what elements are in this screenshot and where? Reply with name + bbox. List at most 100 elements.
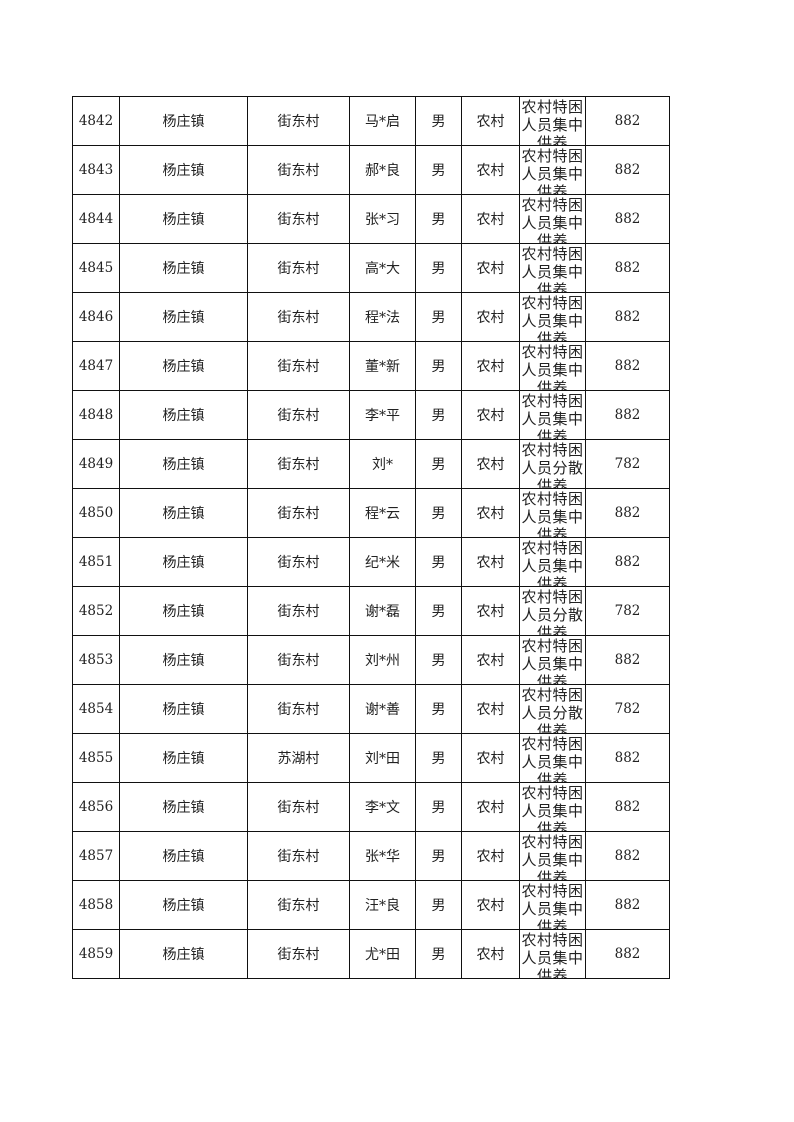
gender-cell: 男 xyxy=(415,831,462,881)
town-cell: 杨庄镇 xyxy=(119,96,248,146)
amount-cell: 882 xyxy=(585,880,670,930)
amount-cell: 882 xyxy=(585,537,670,587)
id-cell: 4855 xyxy=(72,733,120,783)
id-cell: 4844 xyxy=(72,194,120,244)
area-cell: 农村 xyxy=(461,635,520,685)
area-cell: 农村 xyxy=(461,782,520,832)
name-cell: 汪*良 xyxy=(349,880,416,930)
gender-cell: 男 xyxy=(415,488,462,538)
village-cell: 街东村 xyxy=(247,243,350,293)
table-row: 4847 杨庄镇 街东村 董*新男农村 农村特困人员集中供养 882 xyxy=(72,341,670,391)
village-cell: 街东村 xyxy=(247,537,350,587)
table-row: 4846 杨庄镇 街东村 程*法男农村 农村特困人员集中供养 882 xyxy=(72,292,670,342)
area-cell: 农村 xyxy=(461,292,520,342)
type-cell: 农村特困人员分散供养 xyxy=(519,439,586,489)
id-cell: 4858 xyxy=(72,880,120,930)
type-text: 农村特困人员集中供养 xyxy=(521,294,584,341)
table-row: 4851 杨庄镇 街东村 纪*米男农村 农村特困人员集中供养 882 xyxy=(72,537,670,587)
id-cell: 4850 xyxy=(72,488,120,538)
town-cell: 杨庄镇 xyxy=(119,782,248,832)
amount-cell: 882 xyxy=(585,243,670,293)
id-cell: 4842 xyxy=(72,96,120,146)
type-text: 农村特困人员集中供养 xyxy=(521,637,584,684)
type-text: 农村特困人员集中供养 xyxy=(521,196,584,243)
name-cell: 纪*米 xyxy=(349,537,416,587)
town-cell: 杨庄镇 xyxy=(119,635,248,685)
type-text: 农村特困人员集中供养 xyxy=(521,147,584,194)
area-cell: 农村 xyxy=(461,488,520,538)
amount-cell: 882 xyxy=(585,831,670,881)
name-cell: 谢*磊 xyxy=(349,586,416,636)
village-cell: 街东村 xyxy=(247,341,350,391)
name-cell: 高*大 xyxy=(349,243,416,293)
area-cell: 农村 xyxy=(461,243,520,293)
type-cell: 农村特困人员集中供养 xyxy=(519,145,586,195)
id-cell: 4854 xyxy=(72,684,120,734)
gender-cell: 男 xyxy=(415,586,462,636)
name-cell: 张*华 xyxy=(349,831,416,881)
village-cell: 街东村 xyxy=(247,635,350,685)
id-cell: 4851 xyxy=(72,537,120,587)
area-cell: 农村 xyxy=(461,96,520,146)
name-cell: 尤*田 xyxy=(349,929,416,979)
type-text: 农村特困人员集中供养 xyxy=(521,882,584,929)
table-row: 4848 杨庄镇 街东村 李*平男农村 农村特困人员集中供养 882 xyxy=(72,390,670,440)
gender-cell: 男 xyxy=(415,929,462,979)
table-row: 4858 杨庄镇 街东村 汪*良男农村 农村特困人员集中供养 882 xyxy=(72,880,670,930)
id-cell: 4843 xyxy=(72,145,120,195)
type-cell: 农村特困人员集中供养 xyxy=(519,733,586,783)
gender-cell: 男 xyxy=(415,880,462,930)
name-cell: 张*习 xyxy=(349,194,416,244)
amount-cell: 882 xyxy=(585,488,670,538)
id-cell: 4846 xyxy=(72,292,120,342)
table-row: 4855 杨庄镇 苏湖村 刘*田男农村 农村特困人员集中供养 882 xyxy=(72,733,670,783)
type-cell: 农村特困人员集中供养 xyxy=(519,292,586,342)
table-row: 4856 杨庄镇 街东村 李*文男农村 农村特困人员集中供养 882 xyxy=(72,782,670,832)
village-cell: 街东村 xyxy=(247,488,350,538)
type-text: 农村特困人员分散供养 xyxy=(521,588,584,635)
amount-cell: 882 xyxy=(585,733,670,783)
table-row: 4844 杨庄镇 街东村 张*习男农村 农村特困人员集中供养 882 xyxy=(72,194,670,244)
town-cell: 杨庄镇 xyxy=(119,684,248,734)
gender-cell: 男 xyxy=(415,341,462,391)
type-text: 农村特困人员集中供养 xyxy=(521,784,584,831)
amount-cell: 882 xyxy=(585,292,670,342)
amount-cell: 882 xyxy=(585,145,670,195)
records-table: 4842 杨庄镇 街东村 马*启男农村 农村特困人员集中供养 882 4843 杨庄镇 街东村郝… xyxy=(72,96,670,979)
village-cell: 街东村 xyxy=(247,390,350,440)
gender-cell: 男 xyxy=(415,194,462,244)
table-row: 4854 杨庄镇 街东村 谢*善男农村 农村特困人员分散供养 782 xyxy=(72,684,670,734)
type-cell: 农村特困人员集中供养 xyxy=(519,831,586,881)
village-cell: 街东村 xyxy=(247,929,350,979)
type-text: 农村特困人员集中供养 xyxy=(521,245,584,292)
town-cell: 杨庄镇 xyxy=(119,390,248,440)
village-cell: 街东村 xyxy=(247,831,350,881)
name-cell: 李*文 xyxy=(349,782,416,832)
id-cell: 4847 xyxy=(72,341,120,391)
name-cell: 程*云 xyxy=(349,488,416,538)
name-cell: 程*法 xyxy=(349,292,416,342)
table-row: 4845 杨庄镇 街东村 高*大男农村 农村特困人员集中供养 882 xyxy=(72,243,670,293)
amount-cell: 882 xyxy=(585,390,670,440)
table-row: 4843 杨庄镇 街东村 郝*良男农村 农村特困人员集中供养 882 xyxy=(72,145,670,195)
name-cell: 谢*善 xyxy=(349,684,416,734)
amount-cell: 882 xyxy=(585,635,670,685)
type-cell: 农村特困人员集中供养 xyxy=(519,488,586,538)
town-cell: 杨庄镇 xyxy=(119,880,248,930)
type-text: 农村特困人员集中供养 xyxy=(521,931,584,978)
town-cell: 杨庄镇 xyxy=(119,929,248,979)
village-cell: 苏湖村 xyxy=(247,733,350,783)
type-cell: 农村特困人员集中供养 xyxy=(519,96,586,146)
town-cell: 杨庄镇 xyxy=(119,292,248,342)
table-row: 4853 杨庄镇 街东村 刘*州男农村 农村特困人员集中供养 882 xyxy=(72,635,670,685)
town-cell: 杨庄镇 xyxy=(119,537,248,587)
type-cell: 农村特困人员集中供养 xyxy=(519,635,586,685)
name-cell: 刘*州 xyxy=(349,635,416,685)
town-cell: 杨庄镇 xyxy=(119,341,248,391)
gender-cell: 男 xyxy=(415,782,462,832)
area-cell: 农村 xyxy=(461,194,520,244)
village-cell: 街东村 xyxy=(247,439,350,489)
village-cell: 街东村 xyxy=(247,292,350,342)
type-text: 农村特困人员分散供养 xyxy=(521,686,584,733)
id-cell: 4849 xyxy=(72,439,120,489)
